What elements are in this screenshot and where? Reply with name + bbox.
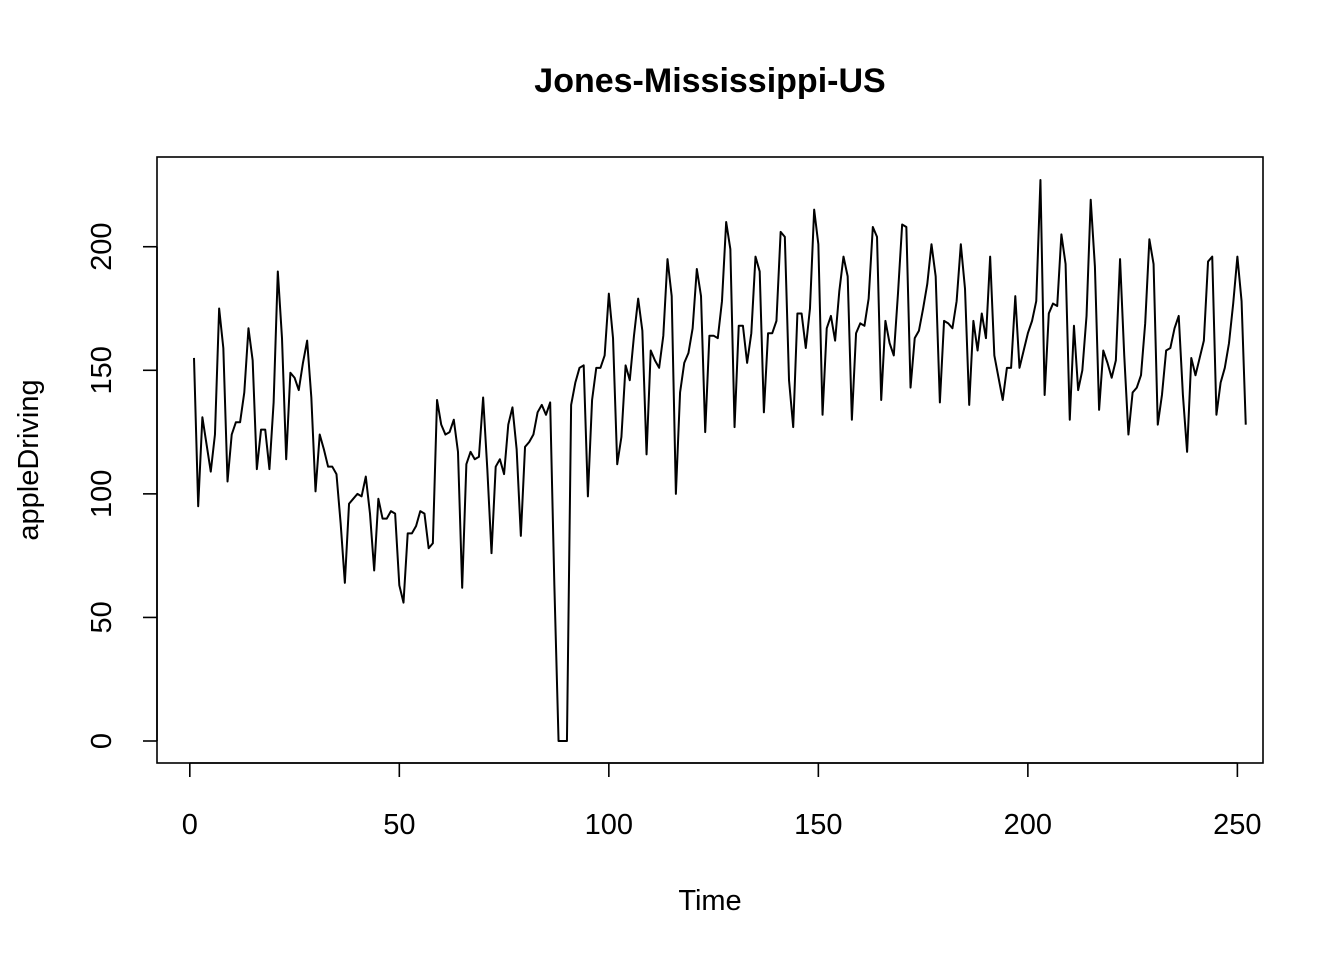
chart-title: Jones-Mississippi-US (534, 62, 885, 100)
x-tick-label: 150 (794, 809, 842, 841)
plot-frame (156, 156, 1264, 764)
y-tick-label: 50 (86, 601, 118, 633)
series-line-appleDriving (193, 179, 1247, 742)
y-tick-label: 0 (86, 733, 118, 749)
x-axis: 0 50 100 150 200 250 (182, 762, 1262, 841)
x-tick-label: 0 (182, 809, 198, 841)
x-tick-label: 50 (383, 809, 415, 841)
y-axis-label: appleDriving (13, 379, 45, 540)
y-tick-label: 100 (86, 470, 118, 518)
x-tick-label: 250 (1213, 809, 1261, 841)
y-tick-label: 150 (86, 346, 118, 394)
x-axis-label: Time (678, 885, 741, 917)
x-tick-label: 100 (585, 809, 633, 841)
x-tick-label: 200 (1004, 809, 1052, 841)
y-tick-label: 200 (86, 223, 118, 271)
y-axis: 0 50 100 150 200 (86, 223, 158, 749)
